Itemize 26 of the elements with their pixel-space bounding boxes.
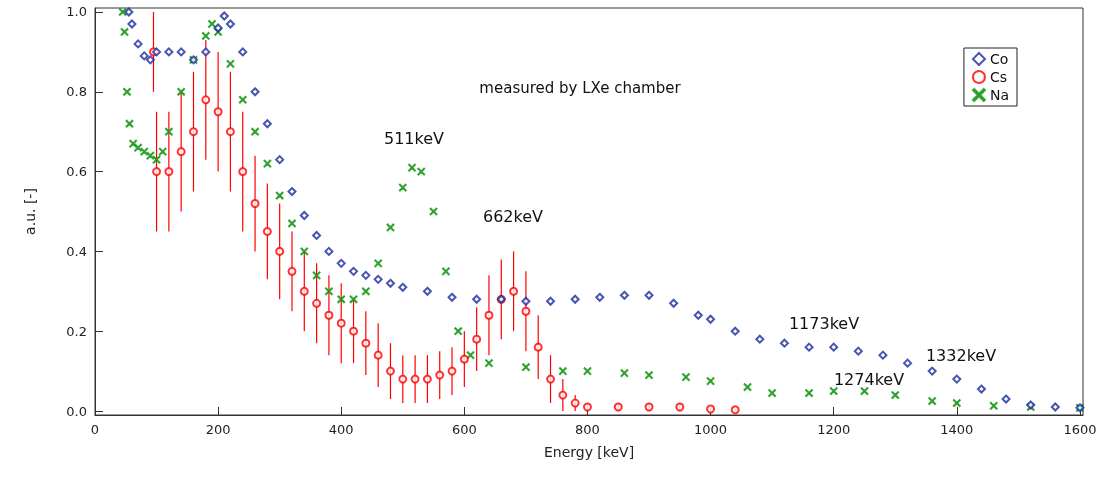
annotation: measured by LXe chamber — [479, 79, 682, 97]
x-tick-label: 1200 — [817, 422, 851, 437]
x-tick-label: 0 — [90, 422, 100, 437]
annotation: 662keV — [482, 206, 544, 226]
x-tick-label: 800 — [575, 422, 600, 437]
y-tick-label: 0.8 — [66, 84, 87, 100]
annotation: 1274keV — [833, 369, 905, 389]
y-tick-label: 1.0 — [66, 4, 87, 20]
x-tick-label: 200 — [205, 422, 231, 437]
annotation: 1173keV — [788, 313, 860, 333]
y-tick-label: 0.4 — [66, 243, 87, 259]
x-tick-label: 600 — [451, 422, 477, 437]
x-tick-label: 1400 — [940, 422, 974, 437]
x-tick-label: 1600 — [1063, 422, 1097, 437]
annotation: 511keV — [383, 128, 445, 148]
annotation: 1332keV — [925, 345, 997, 365]
x-tick-label: 1000 — [694, 422, 728, 437]
legend-label: Na — [989, 87, 1010, 103]
y-tick-label: 0.6 — [66, 164, 87, 180]
y-tick-label: 0.2 — [66, 323, 87, 339]
x-tick-label: 400 — [328, 422, 354, 437]
legend-label: Cs — [989, 69, 1008, 85]
x-axis-title: Energy [keV] — [543, 444, 635, 460]
y-axis-title: a.u. [-] — [22, 188, 38, 235]
legend-label: Co — [989, 51, 1009, 67]
y-tick-label: 0.0 — [66, 403, 87, 419]
